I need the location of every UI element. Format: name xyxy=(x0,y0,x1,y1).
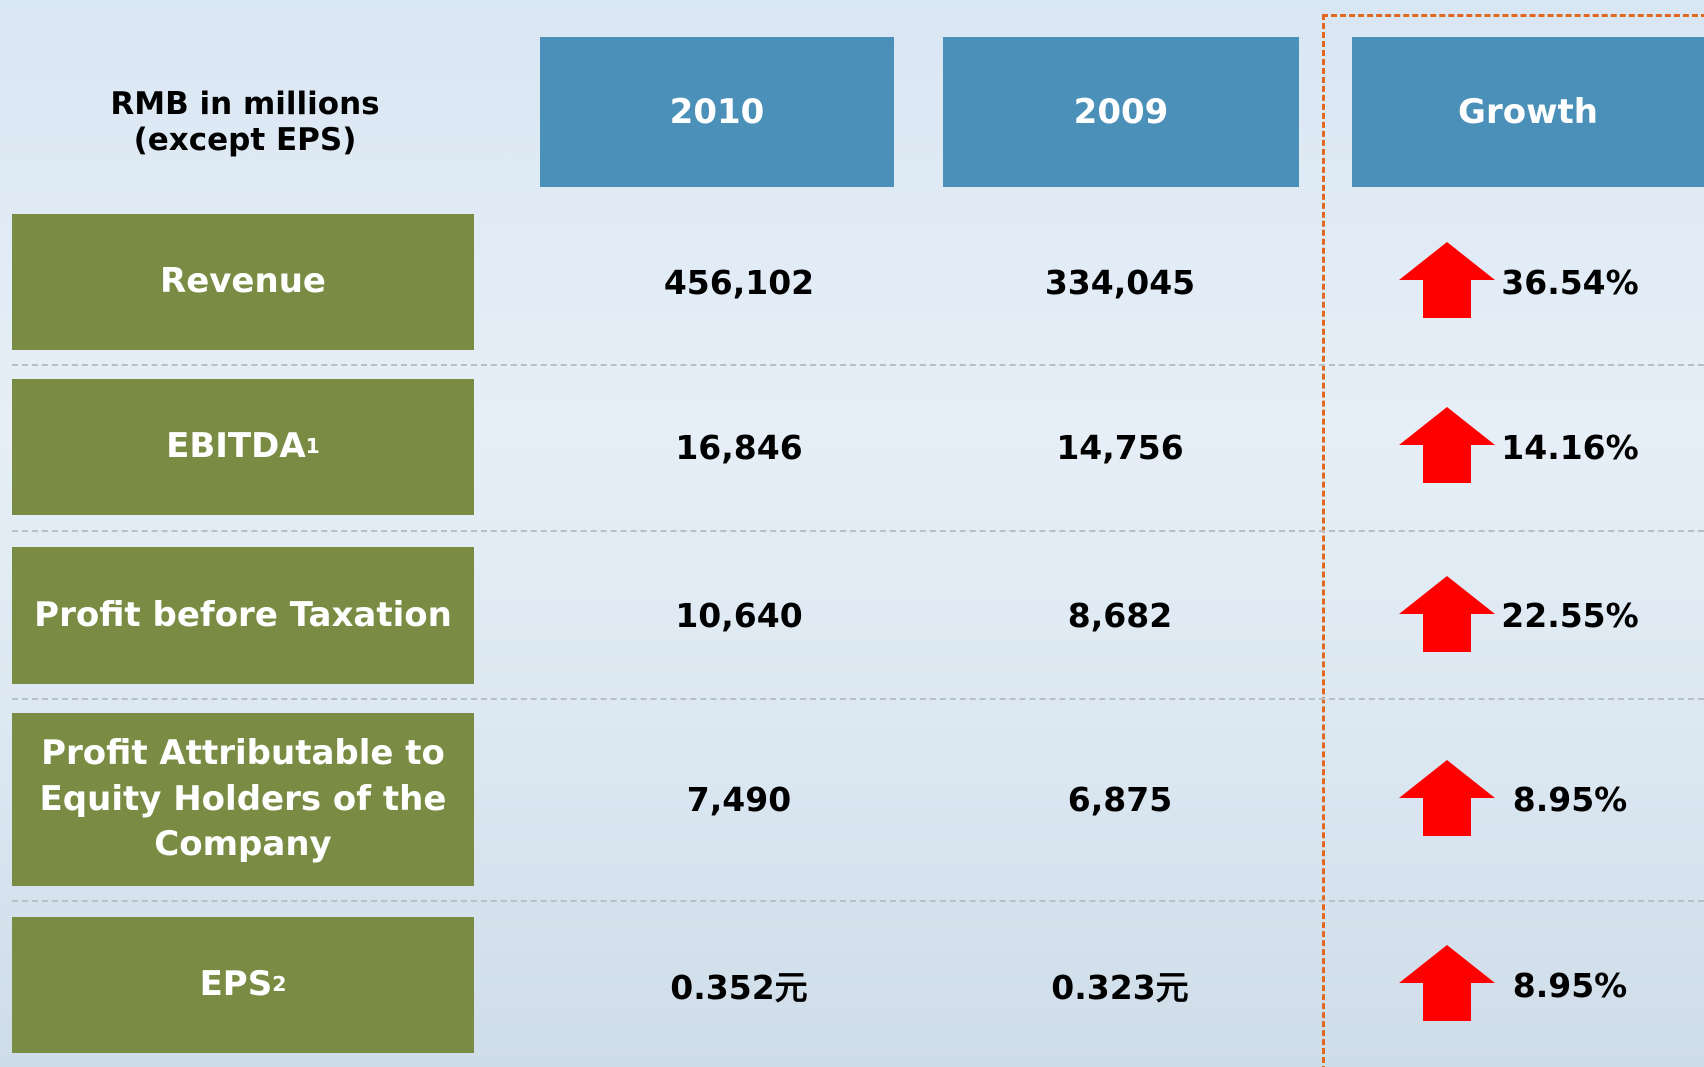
row-separator xyxy=(12,364,1704,366)
row-separator xyxy=(12,900,1704,902)
growth-value: 36.54% xyxy=(1490,214,1650,350)
row-label-text: EPS xyxy=(200,962,273,1008)
column-header: 2010 xyxy=(540,37,894,187)
corner-label: RMB in millions (except EPS) xyxy=(60,72,430,172)
row-label-text: EBITDA xyxy=(166,424,306,470)
footnote-mark: 2 xyxy=(272,971,286,999)
up-arrow xyxy=(1399,945,1495,1021)
value-2010: 10,640 xyxy=(589,547,889,684)
value-2010: 0.352元 xyxy=(589,917,889,1053)
row-separator xyxy=(12,530,1704,532)
growth-frame xyxy=(1322,14,1704,1067)
value-2009: 8,682 xyxy=(970,547,1270,684)
footnote-mark: 1 xyxy=(306,433,320,461)
corner-line: (except EPS) xyxy=(134,122,357,158)
corner-line: RMB in millions xyxy=(110,86,379,122)
up-arrow xyxy=(1399,242,1495,318)
row-label: Profit Attributable to Equity Holders of… xyxy=(12,713,474,886)
up-arrow xyxy=(1399,760,1495,836)
value-2010: 16,846 xyxy=(589,379,889,515)
row-label-text: Profit before Taxation xyxy=(34,593,452,639)
value-2010: 456,102 xyxy=(589,214,889,350)
row-label-text: Revenue xyxy=(160,259,326,305)
value-2009: 0.323元 xyxy=(970,917,1270,1053)
row-label: Profit before Taxation xyxy=(12,547,474,684)
value-2010: 7,490 xyxy=(589,713,889,886)
row-separator xyxy=(12,698,1704,700)
growth-value: 22.55% xyxy=(1490,547,1650,684)
row-label: Revenue xyxy=(12,214,474,350)
column-header: 2009 xyxy=(943,37,1299,187)
value-2009: 6,875 xyxy=(970,713,1270,886)
growth-value: 8.95% xyxy=(1490,917,1650,1053)
value-2009: 334,045 xyxy=(970,214,1270,350)
growth-value: 14.16% xyxy=(1490,379,1650,515)
value-2009: 14,756 xyxy=(970,379,1270,515)
up-arrow xyxy=(1399,407,1495,483)
slide: RMB in millions (except EPS) 2010 2009 G… xyxy=(0,0,1704,1067)
row-label-text: Profit Attributable to Equity Holders of… xyxy=(24,731,462,869)
up-arrow xyxy=(1399,576,1495,652)
growth-value: 8.95% xyxy=(1490,713,1650,886)
